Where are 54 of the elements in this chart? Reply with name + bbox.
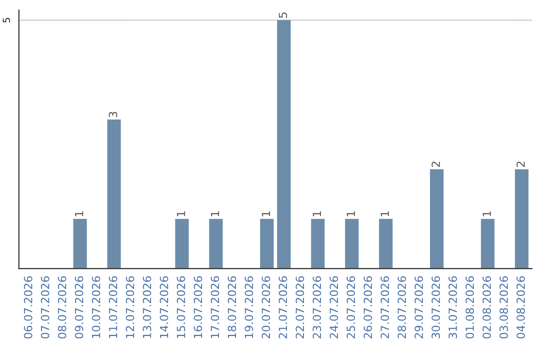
bar xyxy=(260,218,274,269)
x-tick-label: 25.07.2026 xyxy=(346,276,356,338)
x-tick-label: 08.07.2026 xyxy=(58,276,66,338)
x-tick-label: 09.07.2026 xyxy=(74,276,84,338)
data-label: 1 xyxy=(262,211,270,216)
bar xyxy=(107,120,121,269)
data-label: 1 xyxy=(380,211,389,216)
x-tick-label: 21.07.2026 xyxy=(278,276,288,338)
data-label: 1 xyxy=(176,211,186,216)
bar xyxy=(480,218,495,269)
x-tick-label: 03.08.2026 xyxy=(500,276,508,338)
x-tick-label: 28.07.2026 xyxy=(398,276,406,338)
bar xyxy=(430,169,444,269)
x-tick-label: 13.07.2026 xyxy=(142,276,152,338)
x-tick-label: 04.08.2026 xyxy=(516,276,525,338)
x-tick-label: 23.07.2026 xyxy=(312,276,322,338)
x-tick-label: 16.07.2026 xyxy=(194,276,202,338)
data-label: 1 xyxy=(312,211,321,216)
x-tick-label: 07.07.2026 xyxy=(40,276,50,338)
bar xyxy=(175,218,189,269)
bar xyxy=(345,218,359,269)
x-tick-label: 01.08.2026 xyxy=(466,276,474,338)
bar xyxy=(277,20,291,269)
x-tick-label: 22.07.2026 xyxy=(296,276,304,338)
x-tick-label: 19.07.2026 xyxy=(244,276,254,338)
x-tick-label: 26.07.2026 xyxy=(364,276,372,338)
x-tick-label: 06.07.2026 xyxy=(24,276,32,338)
x-tick-label: 29.07.2026 xyxy=(414,276,424,338)
data-label: 1 xyxy=(75,211,84,216)
x-tick-label: 10.07.2026 xyxy=(92,276,100,338)
data-label: 2 xyxy=(516,162,525,167)
x-tick-label: 15.07.2026 xyxy=(176,276,186,338)
bar xyxy=(311,218,325,269)
bar xyxy=(209,218,223,269)
data-label: 1 xyxy=(482,211,491,216)
x-tick-label: 24.07.2026 xyxy=(330,276,338,338)
x-tick-label: 12.07.2026 xyxy=(126,276,134,338)
data-label: 2 xyxy=(432,162,440,167)
data-label: 5 xyxy=(278,12,288,18)
bar xyxy=(514,169,529,269)
x-tick-label: 17.07.2026 xyxy=(210,276,220,338)
x-tick-label: 31.07.2026 xyxy=(448,276,457,338)
data-label: 1 xyxy=(210,211,220,216)
x-tick-label: 02.08.2026 xyxy=(482,276,491,338)
data-label: 3 xyxy=(108,112,118,118)
x-tick-label: 14.07.2026 xyxy=(160,276,168,338)
x-tick-label: 18.07.2026 xyxy=(228,276,236,338)
x-tick-label: 27.07.2026 xyxy=(380,276,390,338)
bar xyxy=(379,218,393,269)
bar xyxy=(73,218,87,269)
x-tick-label: 20.07.2026 xyxy=(262,276,270,338)
x-tick-label: 30.07.2026 xyxy=(432,276,440,338)
data-label: 1 xyxy=(346,211,355,216)
x-tick-label: 11.07.2026 xyxy=(108,276,118,338)
